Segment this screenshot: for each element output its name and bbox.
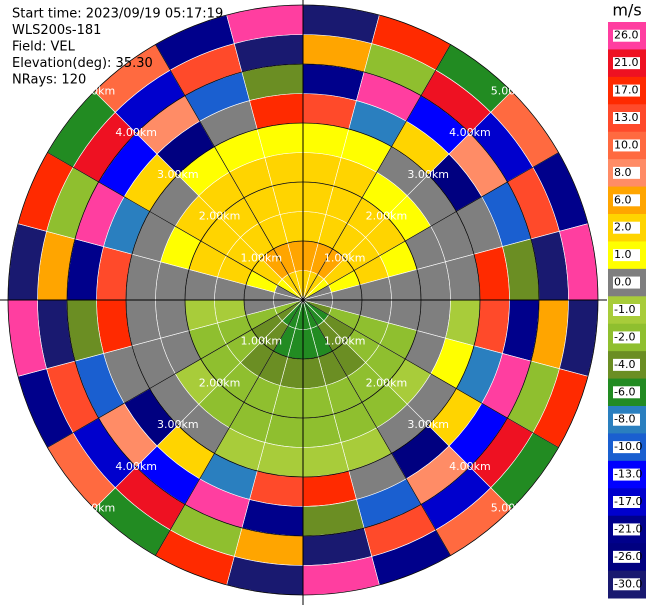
tick-label-bg: [613, 441, 640, 454]
gates: [7, 4, 599, 596]
range-label: 1.00km: [240, 335, 282, 348]
tick-label-bg: [613, 496, 640, 508]
tick-label-bg: [613, 249, 640, 262]
range-label: 3.00km: [157, 168, 199, 181]
range-label: 2.00km: [199, 210, 241, 223]
gate: [256, 442, 304, 478]
tick-label-bg: [613, 276, 640, 289]
tick-label-bg: [613, 221, 640, 234]
header-text: WLS200s-181: [12, 23, 101, 38]
gate: [302, 442, 350, 478]
colorbar-tick-label: 2.0: [614, 221, 632, 234]
range-label: 1.00km: [240, 251, 282, 264]
colorbar-tick-label: -21.0: [614, 522, 642, 535]
tick-label-bg: [613, 194, 640, 207]
gate: [302, 122, 350, 158]
range-label: 2.00km: [199, 376, 241, 389]
tick-label-bg: [613, 304, 640, 316]
header-text: NRays: 120: [12, 73, 86, 88]
colorbar-tick-label: -8.0: [614, 413, 635, 426]
colorbar-tick-label: 0.0: [614, 276, 632, 289]
range-ring: [66, 63, 540, 537]
range-label: 5.00km: [491, 84, 533, 97]
tick-label-bg: [613, 550, 640, 563]
range-label: 1.00km: [324, 335, 366, 348]
radial-line: [302, 44, 451, 301]
range-ring: [125, 122, 481, 478]
radial-line: [302, 299, 451, 556]
tick-label-bg: [613, 84, 640, 97]
overlay: 1.00km 1.00km 1.00km 1.00km 2.00km 2.00km 2.00…: [0, 0, 607, 605]
radial-line: [155, 44, 304, 301]
colorbar-tick-label: 1.0: [614, 248, 632, 261]
tick-label-bg: [613, 413, 640, 426]
colorbar-tick-label: -6.0: [614, 385, 635, 398]
colorbar-tick-label: -30.0: [614, 577, 642, 590]
radial-line: [47, 299, 304, 448]
range-label: 3.00km: [407, 418, 449, 431]
tick-label-bg: [613, 139, 640, 152]
header-text: Field: VEL: [12, 40, 76, 55]
radial-line: [302, 299, 559, 448]
gate: [445, 299, 481, 347]
tick-label-bg: [613, 331, 640, 344]
colorbar-tick-label: 21.0: [614, 56, 639, 69]
range-label: 2.00km: [366, 376, 408, 389]
range-ring: [243, 240, 363, 360]
range-label: 4.00km: [449, 126, 491, 139]
tick-label-bg: [613, 112, 640, 124]
header-text: Elevation(deg): 35.30: [12, 56, 153, 71]
range-label: 4.00km: [115, 126, 157, 139]
range-label: 4.00km: [115, 460, 157, 473]
tick-label-bg: [613, 578, 640, 591]
colorbar-tick-label: 13.0: [614, 111, 639, 124]
tick-label-bg: [613, 386, 640, 399]
range-ring: [7, 4, 599, 596]
range-label: 5.00km: [74, 84, 116, 97]
gate: [125, 253, 161, 301]
colorbar-tick-label: -4.0: [614, 358, 635, 371]
header-text: Start time: 2023/09/19 05:17:19: [12, 7, 223, 22]
colorbar-title: m/s: [612, 1, 641, 20]
tick-label-bg: [613, 166, 640, 179]
colorbar-tick-label: -2.0: [614, 330, 635, 343]
colorbar-tick-label: -10.0: [614, 440, 642, 453]
gate: [445, 253, 481, 301]
range-label: 5.00km: [74, 502, 116, 515]
tick-label-bg: [613, 468, 640, 481]
range-label: 2.00km: [366, 210, 408, 223]
range-label: 3.00km: [407, 168, 449, 181]
radial-line: [302, 152, 559, 301]
colorbar-tick-label: 8.0: [614, 166, 632, 179]
colorbar-tick-label: 26.0: [614, 29, 639, 42]
radial-line: [155, 299, 304, 556]
radial-line: [47, 152, 304, 301]
colorbar-tick-label: -1.0: [614, 303, 635, 316]
range-label: 1.00km: [324, 251, 366, 264]
range-label: 3.00km: [157, 418, 199, 431]
colorbar-tick-label: -17.0: [614, 495, 642, 508]
colorbar-tick-label: -26.0: [614, 550, 642, 563]
range-label: 5.00km: [491, 502, 533, 515]
tick-label-bg: [613, 29, 640, 42]
tick-label-bg: [613, 358, 640, 371]
colorbar-tick-label: 17.0: [614, 84, 639, 97]
colorbar-tick-label: -13.0: [614, 468, 642, 481]
gate: [256, 122, 304, 158]
colorbar-tick-label: 6.0: [614, 193, 632, 206]
tick-label-bg: [613, 57, 640, 70]
range-ring: [184, 181, 422, 419]
tick-label-bg: [613, 523, 640, 536]
colorbar-tick-label: 10.0: [614, 138, 639, 151]
range-label: 4.00km: [449, 460, 491, 473]
gate: [125, 299, 161, 347]
